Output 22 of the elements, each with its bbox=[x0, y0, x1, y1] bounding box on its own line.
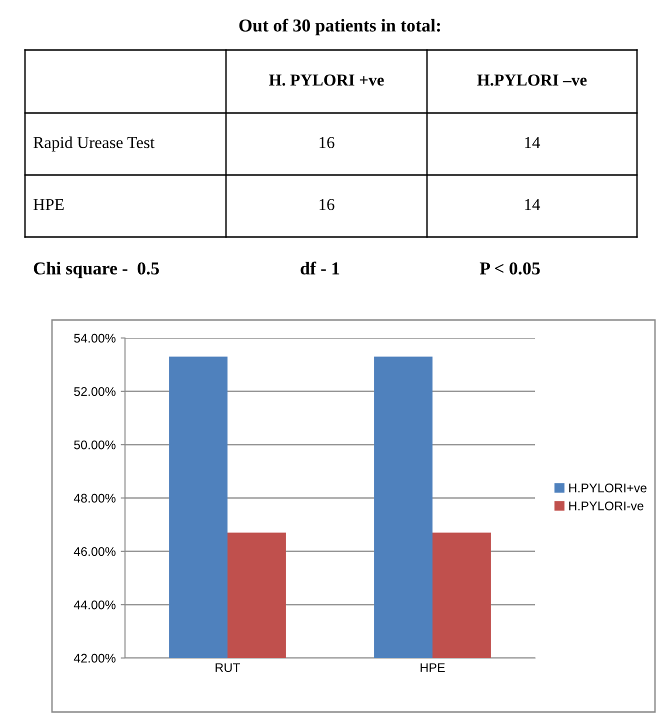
text: H. PYLORI +ve bbox=[269, 74, 384, 86]
text: 14 bbox=[525, 137, 540, 148]
text: 16 bbox=[320, 198, 334, 210]
text: HPE bbox=[33, 199, 64, 210]
text: Rapid Urease Test bbox=[33, 136, 155, 152]
y-tick-label: 54.00% bbox=[74, 334, 116, 343]
text: df - 1 bbox=[300, 262, 340, 275]
legend-label: H.PYLORI-ve bbox=[569, 502, 644, 510]
text: 16 bbox=[320, 136, 334, 148]
y-tick-label: 50.00% bbox=[74, 440, 116, 450]
legend-label: H.PYLORI+ve bbox=[569, 484, 646, 492]
text: P < 0.05 bbox=[480, 262, 540, 275]
chart-title: Out of 30 patients in total: bbox=[239, 18, 440, 36]
text: H.PYLORI –ve bbox=[477, 74, 587, 86]
text: Chi square - 0.5 bbox=[34, 262, 159, 278]
y-tick-label: 52.00% bbox=[74, 387, 116, 396]
text: 14 bbox=[525, 199, 540, 210]
x-tick-label: RUT bbox=[216, 663, 240, 672]
y-tick-label: 46.00% bbox=[74, 547, 116, 556]
y-tick-label: 48.00% bbox=[74, 494, 116, 503]
y-tick-label: 42.00% bbox=[74, 654, 116, 663]
y-tick-label: 44.00% bbox=[74, 600, 116, 610]
